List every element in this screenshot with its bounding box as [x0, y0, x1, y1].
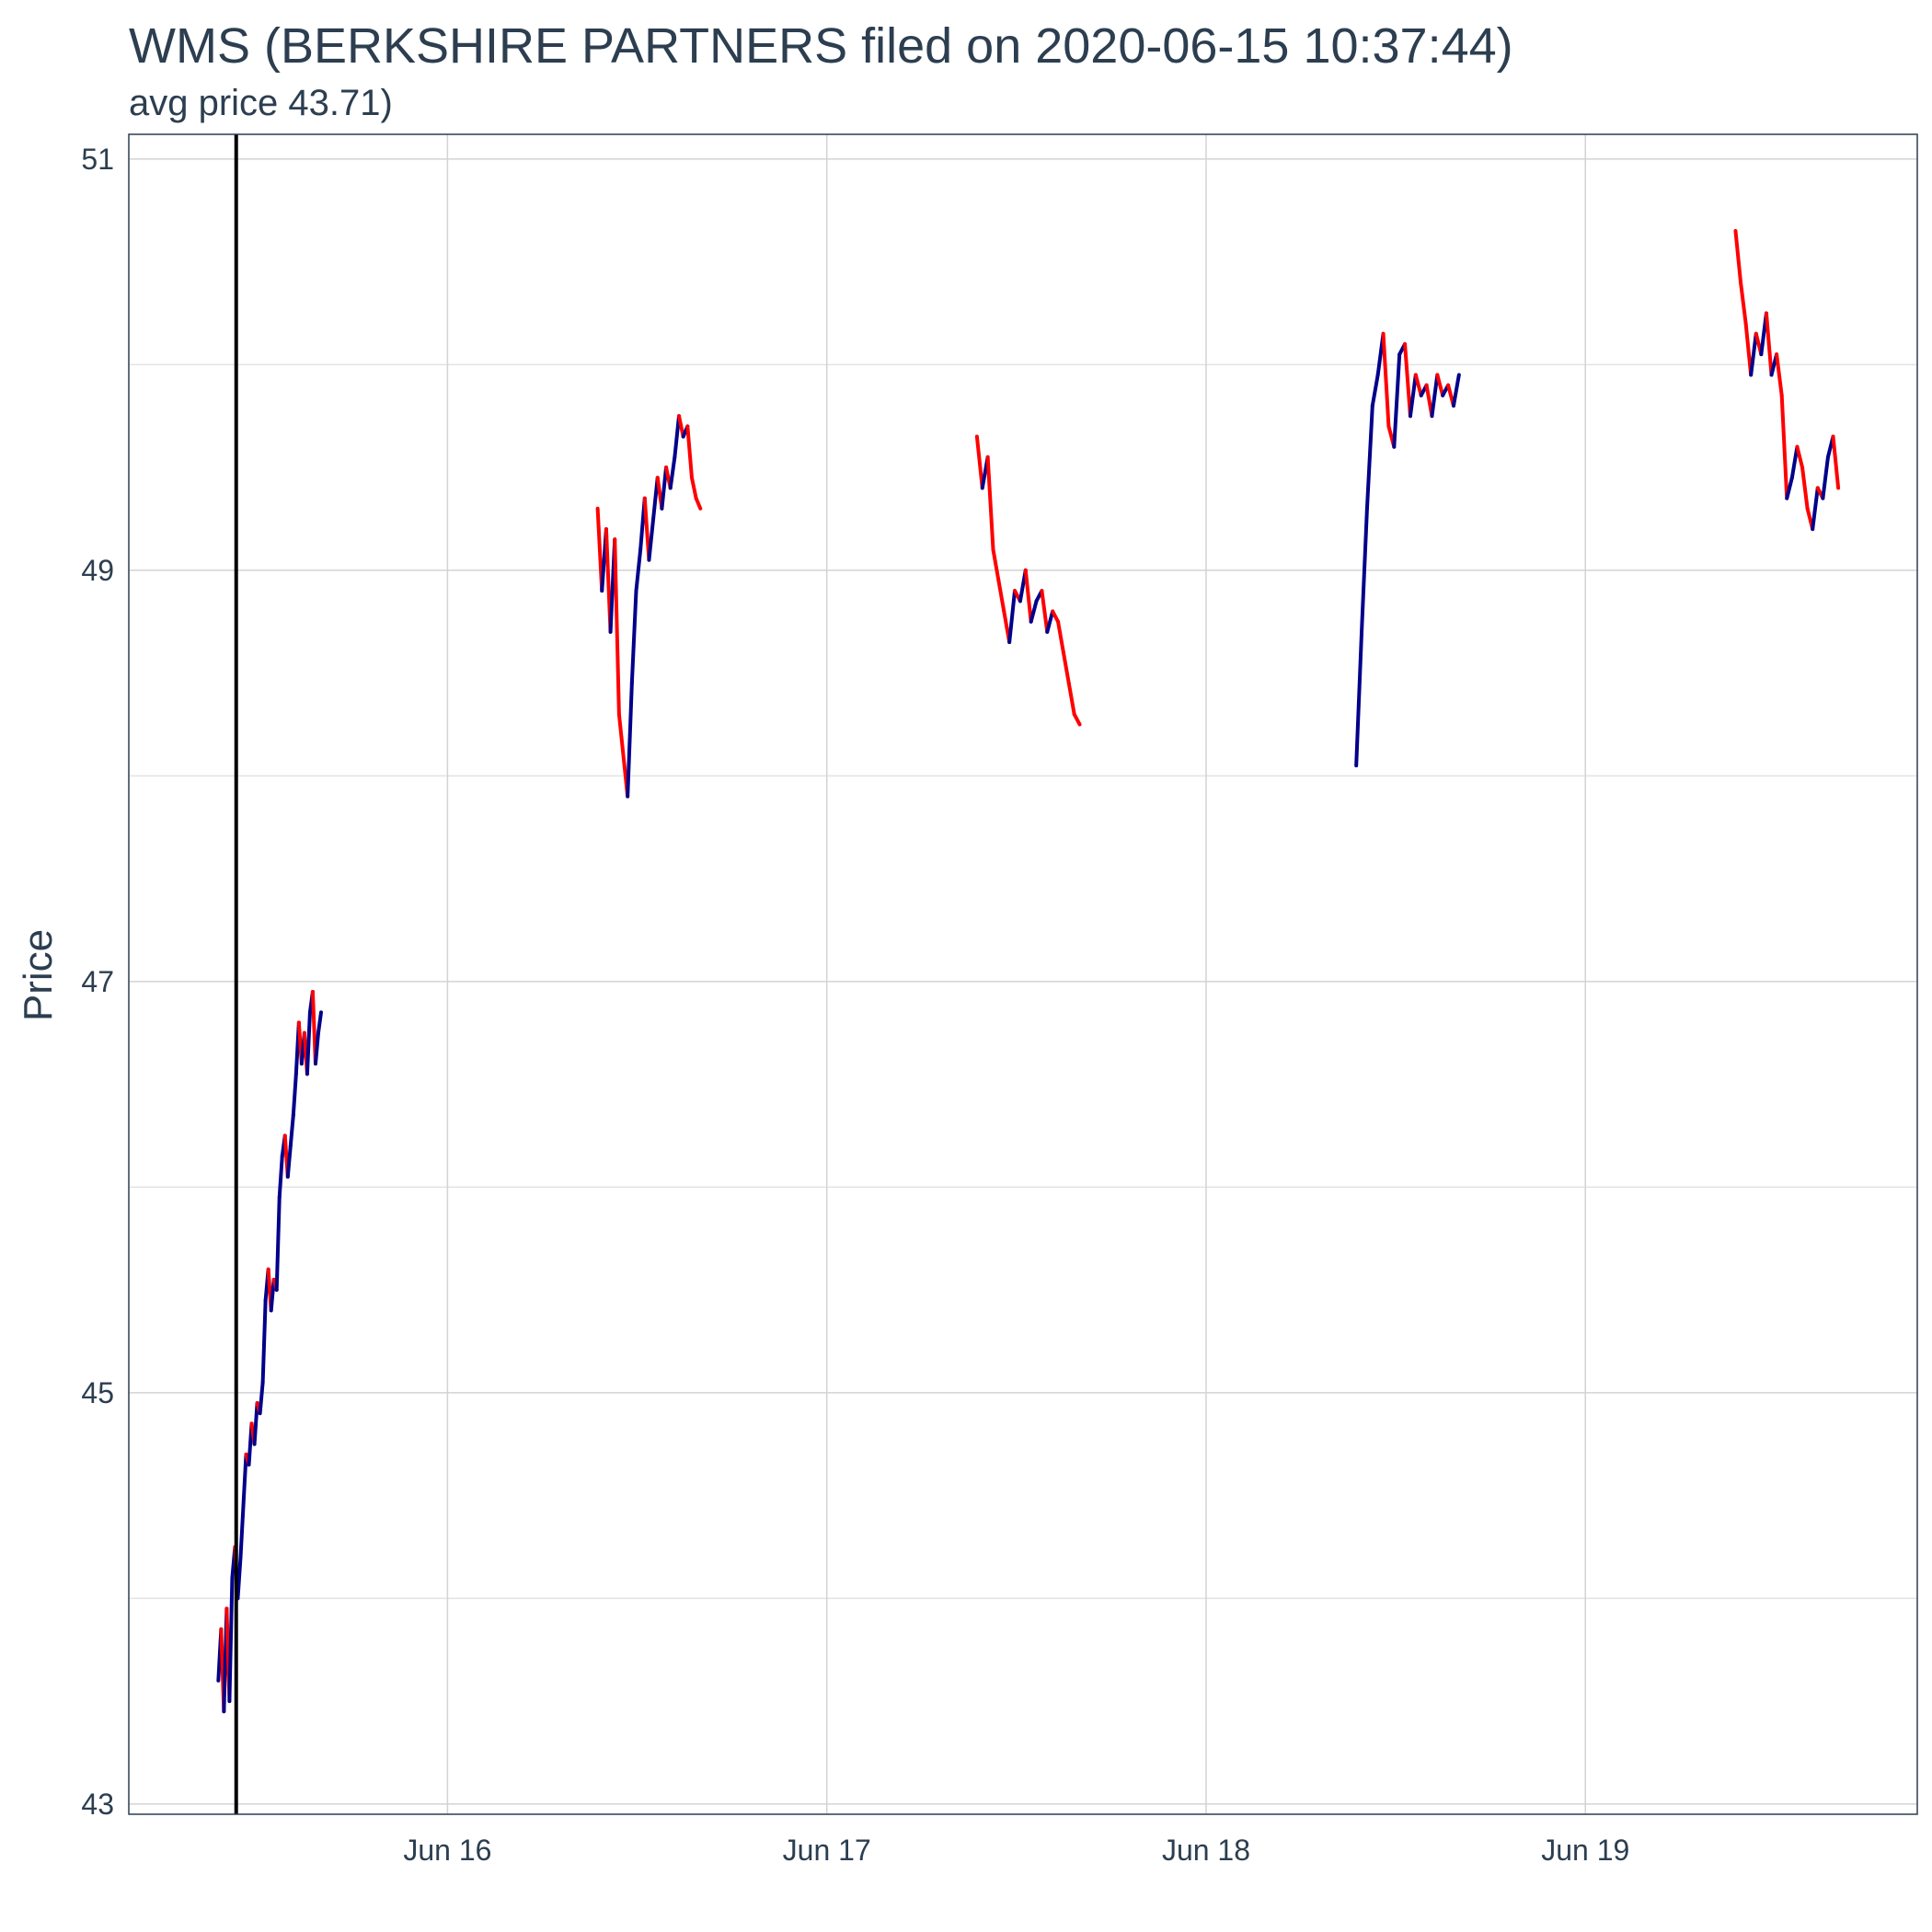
y-axis-title: Price — [16, 929, 61, 1021]
price-segment-up — [238, 1503, 246, 1559]
x-tick-label: Jun 17 — [783, 1834, 871, 1867]
price-segment-up — [277, 1154, 284, 1200]
price-segment-down — [1743, 321, 1754, 377]
price-segment-up — [1360, 506, 1369, 634]
price-segment-up — [288, 1113, 295, 1148]
price-segment-up — [1749, 331, 1758, 377]
price-segment-up — [1430, 373, 1440, 419]
price-segment-up — [1370, 373, 1380, 408]
price-segment-up — [668, 454, 677, 490]
price-segment-up — [1408, 373, 1418, 419]
price-segment-down — [1072, 712, 1082, 727]
price-segment-up — [241, 1452, 248, 1508]
price-segment-up — [291, 1072, 298, 1118]
y-tick-label: 45 — [81, 1376, 114, 1409]
y-tick-label: 43 — [81, 1788, 114, 1821]
price-segment-up — [1029, 599, 1039, 624]
price-segment-up — [626, 681, 634, 799]
price-segment-down — [1056, 619, 1065, 655]
x-tick-label: Jun 16 — [403, 1834, 491, 1867]
price-segment-down — [1435, 373, 1445, 397]
axis-labels: 43 45 47 49 51 Jun 16 Jun 17 Jun 18 Jun 19 — [81, 143, 1629, 1867]
price-segment-down — [1051, 609, 1061, 624]
price-segment-down — [985, 454, 995, 552]
price-segment-down — [616, 712, 626, 757]
price-segment-up — [258, 1380, 265, 1416]
price-segment-up — [1392, 352, 1402, 449]
price-segment-up — [634, 547, 643, 593]
price-segment-up — [236, 1555, 243, 1601]
price-segment-down — [1739, 280, 1748, 326]
price-segment-down — [1023, 568, 1033, 624]
price-segment-up — [305, 1010, 312, 1076]
price-segment-up — [1007, 589, 1018, 645]
price-series — [216, 229, 1841, 1714]
price-segment-down — [1764, 311, 1774, 377]
price-segment-up — [1785, 476, 1794, 500]
price-segment-down — [1061, 650, 1071, 685]
chart-title: WMS (BERKSHIRE PARTNERS filed on 2020-06… — [129, 18, 1513, 74]
y-tick-label: 47 — [81, 965, 114, 998]
price-segment-up — [252, 1400, 259, 1446]
price-segment-up — [1045, 609, 1055, 634]
price-segment-down — [1733, 229, 1743, 284]
price-segment-up — [274, 1195, 282, 1293]
price-segment-down — [613, 537, 621, 717]
price-segment-down — [1066, 681, 1076, 717]
price-segment-up — [1821, 454, 1830, 500]
price-segment-down — [1381, 331, 1391, 429]
y-tick-label: 49 — [81, 554, 114, 587]
price-segment-down — [1413, 373, 1423, 397]
price-segment-down — [1040, 589, 1050, 634]
price-segment-down — [996, 578, 1006, 614]
price-segment-up — [660, 466, 669, 511]
price-segment-down — [685, 424, 694, 480]
x-tick-label: Jun 18 — [1162, 1834, 1250, 1867]
price-segment-up — [1354, 629, 1364, 768]
price-segment-up — [313, 1030, 320, 1066]
price-segment-down — [1403, 341, 1412, 419]
grid-lines — [129, 134, 1917, 1814]
plot-panel-border — [128, 133, 1918, 1815]
x-tick-label: Jun 19 — [1541, 1834, 1629, 1867]
chart-subtitle: avg price 43.71) — [129, 83, 393, 123]
price-segment-down — [694, 496, 703, 511]
price-segment-up — [285, 1144, 293, 1179]
price-segment-up — [260, 1298, 268, 1385]
price-segment-down — [1800, 466, 1810, 511]
y-tick-label: 51 — [81, 143, 114, 176]
price-segment-up — [647, 516, 656, 562]
price-segment-up — [1789, 444, 1800, 480]
price-segment-up — [1451, 373, 1461, 408]
price-segment-down — [1831, 434, 1841, 490]
price-segment-up — [1364, 404, 1374, 511]
price-segment-up — [629, 589, 638, 685]
price-segment-up — [316, 1010, 324, 1035]
price-segment-down — [991, 547, 1001, 582]
price-segment-down — [1775, 352, 1784, 397]
price-segment-down — [974, 434, 984, 490]
price-segment-down — [1779, 393, 1789, 500]
price-segment-up — [673, 414, 682, 459]
price-segment-down — [677, 414, 685, 439]
price-segment-down — [1795, 444, 1805, 470]
price-segment-up — [227, 1575, 235, 1704]
price-segment-up — [1811, 486, 1820, 532]
price-segment-down — [689, 476, 698, 500]
